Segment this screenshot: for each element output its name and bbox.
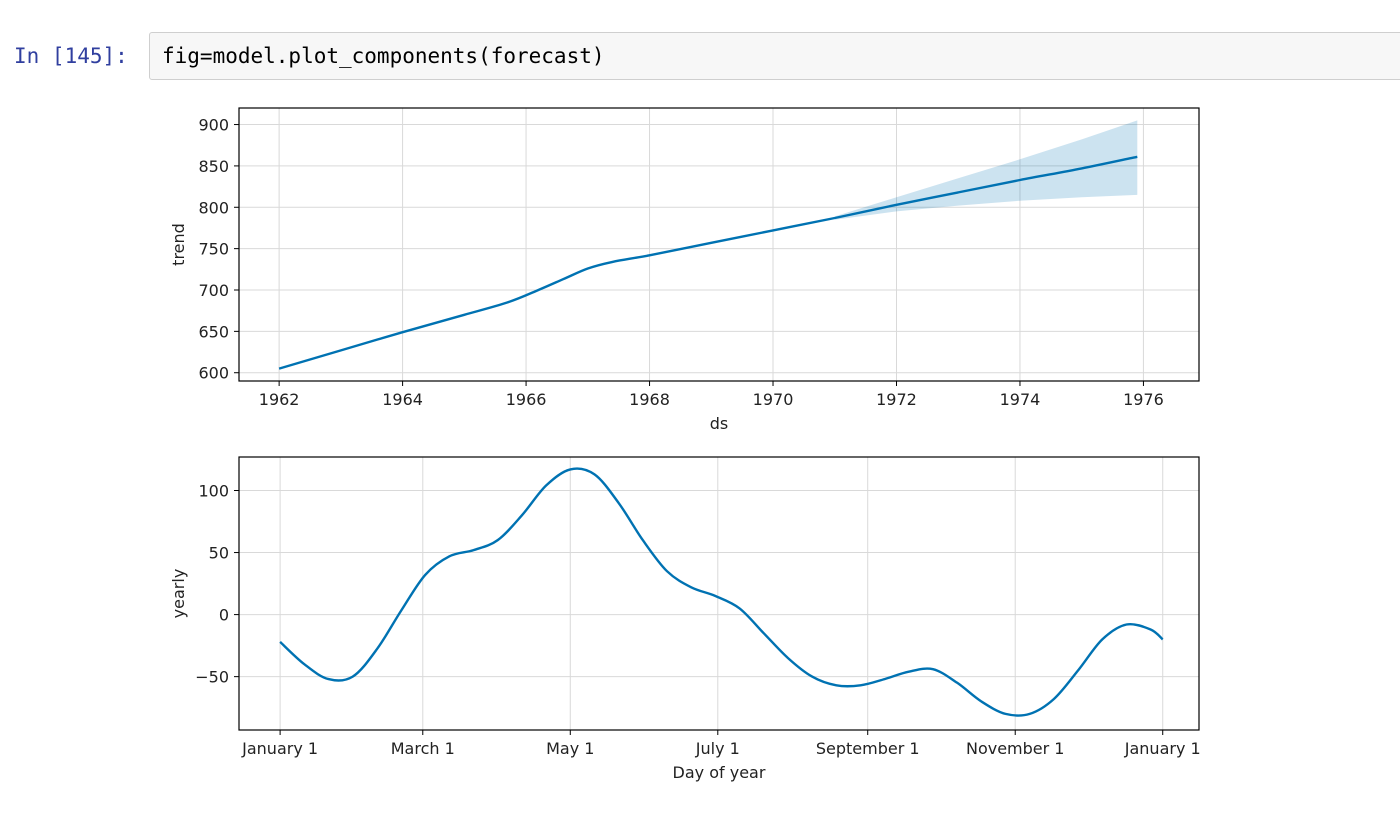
trend-xtick-label: 1962 <box>259 390 300 409</box>
cell-prompt: In [145]: <box>14 44 128 68</box>
yearly-ytick-label: 100 <box>198 482 229 501</box>
trend-ytick-label: 900 <box>198 116 229 135</box>
trend-xtick-label: 1964 <box>382 390 423 409</box>
trend-ytick-label: 850 <box>198 157 229 176</box>
yearly-xlabel: Day of year <box>673 763 766 782</box>
yearly-xtick-label: July 1 <box>695 739 740 758</box>
trend-ytick-label: 750 <box>198 240 229 259</box>
trend-series-line <box>278 155 1138 370</box>
trend-ytick-label: 700 <box>198 281 229 300</box>
trend-xtick-label: 1968 <box>629 390 670 409</box>
yearly-xtick-label: January 1 <box>241 739 318 758</box>
trend-uncertainty-band <box>834 120 1138 220</box>
trend-ytick-label: 600 <box>198 364 229 383</box>
trend-axes-frame <box>238 107 1200 382</box>
trend-xtick-label: 1972 <box>876 390 917 409</box>
yearly-xtick-label: November 1 <box>966 739 1065 758</box>
yearly-ytick-label: 0 <box>219 606 229 625</box>
yearly-ytick-label: −50 <box>195 668 229 687</box>
trend-xtick-label: 1966 <box>506 390 547 409</box>
yearly-axes-frame <box>238 456 1200 731</box>
trend-xtick-label: 1976 <box>1123 390 1164 409</box>
yearly-ytick-label: 50 <box>209 544 229 563</box>
yearly-ylabel: yearly <box>169 569 188 619</box>
yearly-series-line <box>279 467 1164 717</box>
trend-xlabel: ds <box>710 414 729 433</box>
yearly-xtick-label: January 1 <box>1124 739 1201 758</box>
trend-xtick-label: 1974 <box>1000 390 1041 409</box>
yearly-xtick-label: May 1 <box>546 739 594 758</box>
trend-ytick-label: 650 <box>198 322 229 341</box>
trend-ytick-label: 800 <box>198 198 229 217</box>
cell-output: 1962 1964 1966 1968 1970 1972 1974 1976 600 650 70… <box>150 92 1250 812</box>
trend-xtick-label: 1970 <box>753 390 794 409</box>
yearly-xtick-label: September 1 <box>816 739 920 758</box>
code-cell-input[interactable]: fig=model.plot_components(forecast) <box>149 32 1400 80</box>
trend-ylabel: trend <box>169 223 188 266</box>
components-figure: 1962 1964 1966 1968 1970 1972 1974 1976 600 650 70… <box>169 107 1201 782</box>
yearly-xtick-label: March 1 <box>391 739 455 758</box>
code-text: fig=model.plot_components(forecast) <box>162 44 605 68</box>
